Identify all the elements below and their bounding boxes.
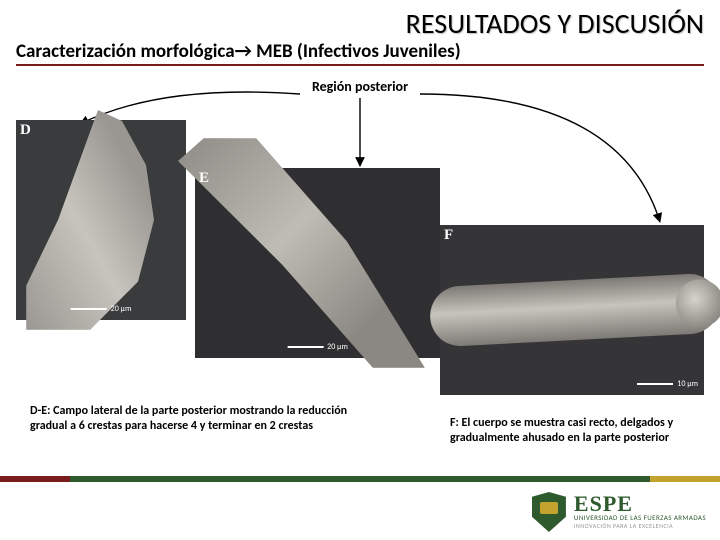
sem-specimen-d [26,110,186,330]
panel-tag-e: E [199,170,209,187]
scalebar-f: 10 µm [637,379,698,389]
panel-tag-f: F [444,227,453,244]
slide-subtitle: Caracterización morfológica→ MEB (Infect… [16,40,704,66]
sem-panel-f: F 10 µm [440,225,704,395]
sem-panel-d: D 20 µm [16,120,186,320]
logo-line1: UNIVERSIDAD DE LAS FUERZAS ARMADAS [574,513,706,522]
logo-shield-icon [532,492,566,532]
sem-panel-e: E 20 µm [195,168,440,358]
logo-name: ESPE [574,494,706,514]
caption-f: F: El cuerpo se muestra casi recto, delg… [450,416,700,446]
scalebar-e: 20 µm [287,342,348,352]
espe-logo: ESPE UNIVERSIDAD DE LAS FUERZAS ARMADAS … [532,492,706,532]
sem-specimen-f [429,272,720,347]
slide-title: RESULTADOS Y DISCUSIÓN [406,6,704,41]
panel-tag-d: D [20,122,31,139]
footer-divider [0,476,720,482]
caption-de: D-E: Campo lateral de la parte posterior… [30,404,350,434]
region-label: Región posterior [0,78,720,95]
logo-line2: INNOVACIÓN PARA LA EXCELENCIA [574,522,706,530]
scalebar-d: 20 µm [71,304,132,314]
